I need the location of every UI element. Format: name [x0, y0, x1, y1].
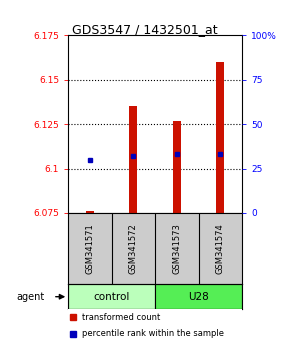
- Text: agent: agent: [16, 292, 44, 302]
- Text: transformed count: transformed count: [82, 313, 160, 321]
- Bar: [173, 121, 181, 213]
- Text: GSM341571: GSM341571: [85, 223, 95, 274]
- Bar: [129, 107, 137, 213]
- Text: GSM341573: GSM341573: [172, 223, 182, 274]
- Text: percentile rank within the sample: percentile rank within the sample: [82, 329, 224, 338]
- Text: GSM341572: GSM341572: [129, 223, 138, 274]
- Bar: [86, 211, 94, 213]
- Text: GDS3547 / 1432501_at: GDS3547 / 1432501_at: [72, 23, 218, 36]
- Bar: [216, 62, 224, 213]
- Bar: [68, 284, 155, 309]
- Text: control: control: [93, 292, 130, 302]
- Text: GSM341574: GSM341574: [216, 223, 225, 274]
- Text: U28: U28: [188, 292, 209, 302]
- Bar: [155, 284, 242, 309]
